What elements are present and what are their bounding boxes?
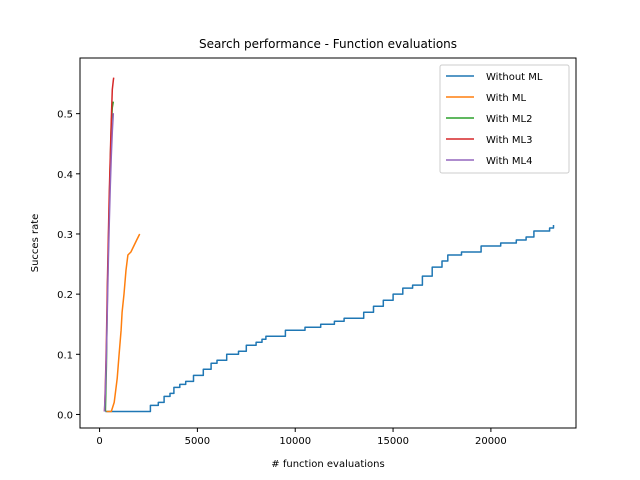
series-layer [103,77,555,413]
y-tick-label: 0.0 [57,410,73,421]
legend-label: Without ML [486,72,543,83]
x-tick-label: 20000 [475,436,507,447]
series-line-2 [106,233,141,413]
y-tick-label: 0.4 [57,170,73,181]
x-tick-label: 5000 [185,436,210,447]
y-tick-label: 0.3 [57,230,73,241]
x-tick-label: 0 [96,436,102,447]
legend: Without ML With ML With ML2 With ML3 With ML… [439,64,570,174]
legend-box [439,64,570,174]
y-axis: 0.0 0.1 0.2 0.3 0.4 0.5 [57,110,80,421]
series-line-1 [105,225,555,413]
chart-title: Search performance - Function evaluation… [199,37,457,51]
x-tick-label: 15000 [377,436,409,447]
x-tick-label: 10000 [279,436,311,447]
y-tick-label: 0.2 [57,290,73,301]
legend-label: With ML3 [486,135,532,146]
y-tick-label: 0.1 [57,350,73,361]
legend-label: With ML2 [486,114,532,125]
x-axis-label: # function evaluations [271,459,384,470]
series-line-5 [103,112,115,412]
y-tick-label: 0.5 [57,110,73,121]
legend-label: With ML [486,93,527,104]
x-axis: 0 5000 10000 15000 20000 [96,428,507,447]
legend-label: With ML4 [486,156,532,167]
plot-frame [79,57,577,429]
y-axis-label: Succes rate [30,214,41,273]
